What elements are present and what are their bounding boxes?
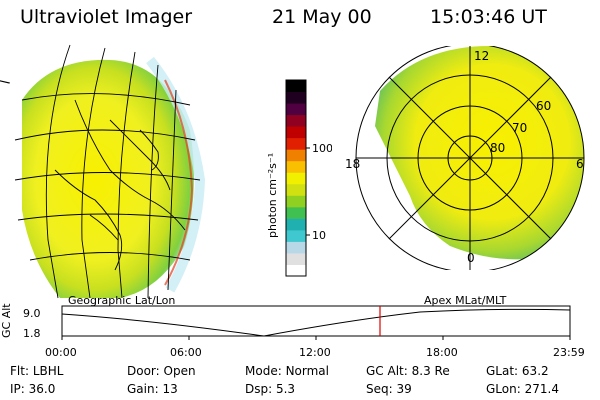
colorbar-segment	[286, 195, 306, 208]
timeline-y-tick-low: 1.8	[23, 327, 41, 340]
mlt-label-12: 12	[474, 49, 489, 63]
colorbar-segment	[286, 264, 306, 277]
status-ip: IP: 36.0	[10, 382, 56, 396]
status-glon: GLon: 271.4	[486, 382, 559, 396]
status-door: Door: Open	[127, 364, 196, 378]
colorbar-segment	[286, 103, 306, 116]
colorbar-segment	[286, 160, 306, 173]
instrument-title: Ultraviolet Imager	[20, 6, 193, 28]
apex-polar-plot: 12 18 6 0 60 70 80	[345, 46, 585, 270]
timeline-y-label: GC Alt	[0, 303, 13, 338]
geographic-image: \	[0, 44, 206, 299]
colorbar-segment	[286, 206, 306, 219]
status-gain: Gain: 13	[127, 382, 178, 396]
colorbar-segment	[286, 183, 306, 196]
colorbar-segment	[286, 241, 306, 254]
timeline-x-tick-4: 23:59	[553, 346, 585, 359]
colorbar-tick-10: 10	[312, 229, 326, 242]
colorbar: 100 10 photon cm⁻²s⁻¹	[266, 79, 332, 277]
svg-text:\: \	[0, 76, 12, 88]
status-gc-alt: GC Alt: 8.3 Re	[366, 364, 450, 378]
colorbar-segment	[286, 80, 306, 93]
mlt-label-0: 0	[467, 251, 475, 265]
colorbar-segment	[286, 149, 306, 162]
colorbar-segment	[286, 114, 306, 127]
date-label: 21 May 00	[272, 6, 372, 28]
status-mode: Mode: Normal	[245, 364, 329, 378]
status-flt: Flt: LBHL	[10, 364, 64, 378]
lat-label-60: 60	[536, 99, 551, 113]
status-glat: GLat: 63.2	[486, 364, 549, 378]
colorbar-segment	[286, 172, 306, 185]
geographic-label: Geographic Lat/Lon	[68, 294, 176, 307]
altitude-timeline: GC Alt 9.0 1.8 00:00 06:00 12:00 18:00 2…	[0, 303, 585, 359]
colorbar-unit-label: photon cm⁻²s⁻¹	[266, 153, 279, 238]
lat-label-80: 80	[490, 141, 505, 155]
colorbar-segment	[286, 218, 306, 231]
timeline-x-tick-0: 00:00	[45, 346, 77, 359]
timeline-x-tick-1: 06:00	[170, 346, 202, 359]
colorbar-segment	[286, 126, 306, 139]
lat-label-70: 70	[512, 121, 527, 135]
colorbar-segment	[286, 229, 306, 242]
timeline-x-tick-2: 12:00	[299, 346, 331, 359]
timeline-y-tick-high: 9.0	[23, 307, 41, 320]
time-label: 15:03:46 UT	[430, 6, 547, 28]
status-dsp: Dsp: 5.3	[245, 382, 296, 396]
colorbar-segment	[286, 252, 306, 265]
colorbar-tick-100: 100	[312, 142, 332, 155]
colorbar-segment	[286, 137, 306, 150]
status-seq: Seq: 39	[366, 382, 412, 396]
timeline-x-tick-3: 18:00	[426, 346, 458, 359]
apex-label: Apex MLat/MLT	[424, 294, 507, 307]
colorbar-segment	[286, 91, 306, 104]
mlt-label-18: 18	[345, 157, 360, 171]
mlt-label-6: 6	[576, 157, 584, 171]
